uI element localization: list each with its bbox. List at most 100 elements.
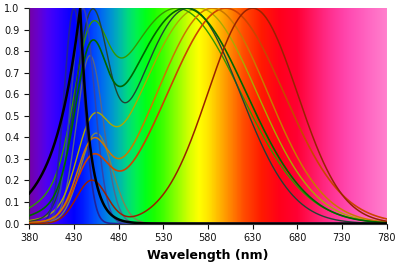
Bar (33, 8, 34, 223)
Bar (170, 8, 171, 223)
Bar (199, 8, 200, 223)
Bar (258, 8, 259, 223)
Bar (214, 8, 215, 223)
Bar (98, 8, 99, 223)
Bar (273, 8, 274, 223)
Bar (302, 8, 303, 223)
Bar (95, 8, 96, 223)
Bar (380, 8, 381, 223)
Bar (141, 8, 142, 223)
Bar (156, 8, 157, 223)
Bar (116, 8, 117, 223)
Bar (270, 8, 271, 223)
Bar (358, 8, 359, 223)
Bar (211, 8, 212, 223)
Bar (333, 8, 334, 223)
Bar (31, 8, 32, 223)
Bar (236, 8, 237, 223)
Bar (188, 8, 189, 223)
Bar (351, 8, 352, 223)
Bar (74, 8, 75, 223)
Bar (179, 8, 180, 223)
Bar (293, 8, 294, 223)
Bar (56, 8, 57, 223)
Bar (107, 8, 108, 223)
Bar (36, 8, 37, 223)
Bar (169, 8, 170, 223)
Bar (222, 8, 223, 223)
Bar (304, 8, 305, 223)
Bar (145, 8, 146, 223)
Bar (371, 8, 372, 223)
Bar (269, 8, 270, 223)
Bar (202, 8, 203, 223)
Bar (252, 8, 253, 223)
Bar (255, 8, 256, 223)
Bar (186, 8, 187, 223)
Bar (187, 8, 188, 223)
Bar (261, 8, 262, 223)
Bar (133, 8, 134, 223)
Bar (208, 8, 209, 223)
Bar (122, 8, 123, 223)
Bar (209, 8, 210, 223)
Bar (200, 8, 201, 223)
Bar (96, 8, 97, 223)
Bar (319, 8, 320, 223)
Bar (331, 8, 332, 223)
Bar (350, 8, 351, 223)
Bar (257, 8, 258, 223)
Bar (268, 8, 269, 223)
Bar (180, 8, 181, 223)
Bar (73, 8, 74, 223)
Bar (111, 8, 112, 223)
Bar (191, 8, 192, 223)
Bar (130, 8, 131, 223)
Bar (113, 8, 114, 223)
Bar (292, 8, 293, 223)
Bar (378, 8, 379, 223)
Bar (361, 8, 362, 223)
Bar (312, 8, 313, 223)
Bar (67, 8, 68, 223)
Bar (339, 8, 340, 223)
Bar (125, 8, 126, 223)
Bar (313, 8, 314, 223)
Bar (91, 8, 92, 223)
Bar (363, 8, 364, 223)
Bar (47, 8, 48, 223)
Bar (375, 8, 376, 223)
Bar (55, 8, 56, 223)
Bar (368, 8, 369, 223)
Bar (362, 8, 363, 223)
Bar (150, 8, 151, 223)
Bar (235, 8, 236, 223)
Bar (287, 8, 288, 223)
Bar (348, 8, 349, 223)
Bar (213, 8, 214, 223)
Bar (99, 8, 100, 223)
Bar (294, 8, 295, 223)
Bar (367, 8, 368, 223)
Bar (355, 8, 356, 223)
Bar (281, 8, 282, 223)
Bar (50, 8, 51, 223)
Bar (193, 8, 194, 223)
Bar (290, 8, 291, 223)
Bar (305, 8, 306, 223)
Bar (114, 8, 115, 223)
Bar (262, 8, 263, 223)
Bar (253, 8, 254, 223)
Bar (143, 8, 144, 223)
Bar (335, 8, 336, 223)
Bar (183, 8, 184, 223)
Bar (298, 8, 299, 223)
Bar (59, 8, 60, 223)
Bar (54, 8, 55, 223)
Bar (207, 8, 208, 223)
Bar (40, 8, 41, 223)
Bar (100, 8, 101, 223)
Bar (203, 8, 204, 223)
Bar (286, 8, 287, 223)
Bar (108, 8, 109, 223)
